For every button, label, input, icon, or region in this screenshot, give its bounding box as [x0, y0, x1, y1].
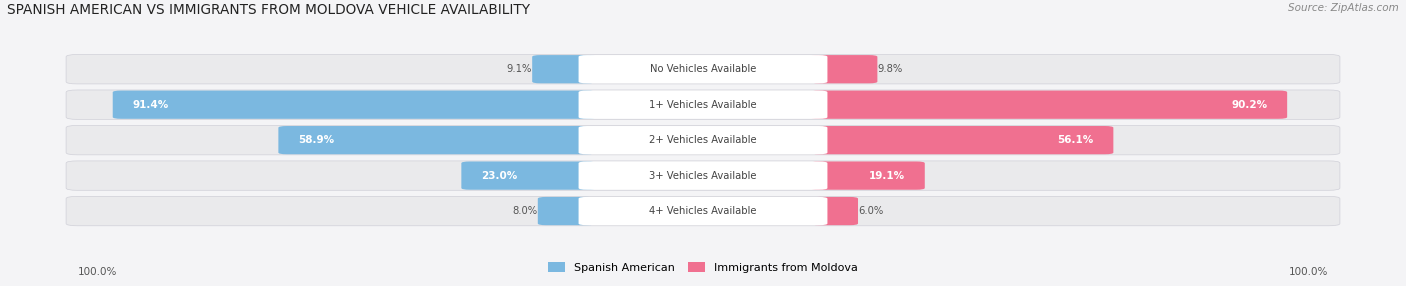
- Text: 3+ Vehicles Available: 3+ Vehicles Available: [650, 171, 756, 180]
- FancyBboxPatch shape: [66, 196, 1340, 226]
- Text: 2+ Vehicles Available: 2+ Vehicles Available: [650, 135, 756, 145]
- FancyBboxPatch shape: [578, 162, 827, 190]
- FancyBboxPatch shape: [578, 126, 827, 154]
- FancyBboxPatch shape: [578, 91, 827, 119]
- Legend: Spanish American, Immigrants from Moldova: Spanish American, Immigrants from Moldov…: [544, 258, 862, 278]
- Text: 91.4%: 91.4%: [132, 100, 169, 110]
- Text: 9.1%: 9.1%: [506, 64, 533, 74]
- Text: 9.8%: 9.8%: [877, 64, 903, 74]
- FancyBboxPatch shape: [537, 197, 595, 225]
- Text: 100.0%: 100.0%: [77, 267, 117, 277]
- FancyBboxPatch shape: [278, 126, 596, 154]
- Text: 19.1%: 19.1%: [869, 171, 905, 180]
- FancyBboxPatch shape: [810, 126, 1114, 154]
- FancyBboxPatch shape: [66, 161, 1340, 190]
- FancyBboxPatch shape: [810, 91, 1286, 119]
- Text: 58.9%: 58.9%: [298, 135, 335, 145]
- Text: 4+ Vehicles Available: 4+ Vehicles Available: [650, 206, 756, 216]
- Text: 1+ Vehicles Available: 1+ Vehicles Available: [650, 100, 756, 110]
- FancyBboxPatch shape: [578, 197, 827, 225]
- Text: 90.2%: 90.2%: [1232, 100, 1267, 110]
- FancyBboxPatch shape: [66, 55, 1340, 84]
- FancyBboxPatch shape: [66, 126, 1340, 155]
- FancyBboxPatch shape: [578, 55, 827, 83]
- Text: SPANISH AMERICAN VS IMMIGRANTS FROM MOLDOVA VEHICLE AVAILABILITY: SPANISH AMERICAN VS IMMIGRANTS FROM MOLD…: [7, 3, 530, 17]
- FancyBboxPatch shape: [461, 162, 596, 190]
- Text: 8.0%: 8.0%: [513, 206, 537, 216]
- FancyBboxPatch shape: [112, 91, 596, 119]
- Text: 100.0%: 100.0%: [1289, 267, 1329, 277]
- FancyBboxPatch shape: [810, 162, 925, 190]
- Text: No Vehicles Available: No Vehicles Available: [650, 64, 756, 74]
- FancyBboxPatch shape: [533, 55, 596, 83]
- Text: 56.1%: 56.1%: [1057, 135, 1094, 145]
- Text: 6.0%: 6.0%: [858, 206, 883, 216]
- FancyBboxPatch shape: [66, 90, 1340, 119]
- Text: Source: ZipAtlas.com: Source: ZipAtlas.com: [1288, 3, 1399, 13]
- FancyBboxPatch shape: [810, 197, 858, 225]
- FancyBboxPatch shape: [810, 55, 877, 83]
- Text: 23.0%: 23.0%: [481, 171, 517, 180]
